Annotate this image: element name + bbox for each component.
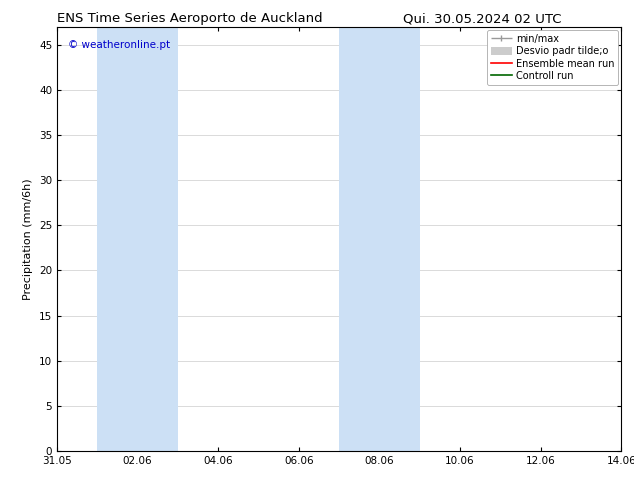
- Text: © weatheronline.pt: © weatheronline.pt: [68, 40, 171, 49]
- Text: Qui. 30.05.2024 02 UTC: Qui. 30.05.2024 02 UTC: [403, 12, 561, 25]
- Y-axis label: Precipitation (mm/6h): Precipitation (mm/6h): [23, 178, 34, 300]
- Bar: [339, 27, 420, 451]
- Legend: min/max, Desvio padr tilde;o, Ensemble mean run, Controll run: min/max, Desvio padr tilde;o, Ensemble m…: [487, 30, 618, 85]
- Bar: [98, 27, 178, 451]
- Text: ENS Time Series Aeroporto de Auckland: ENS Time Series Aeroporto de Auckland: [58, 12, 323, 25]
